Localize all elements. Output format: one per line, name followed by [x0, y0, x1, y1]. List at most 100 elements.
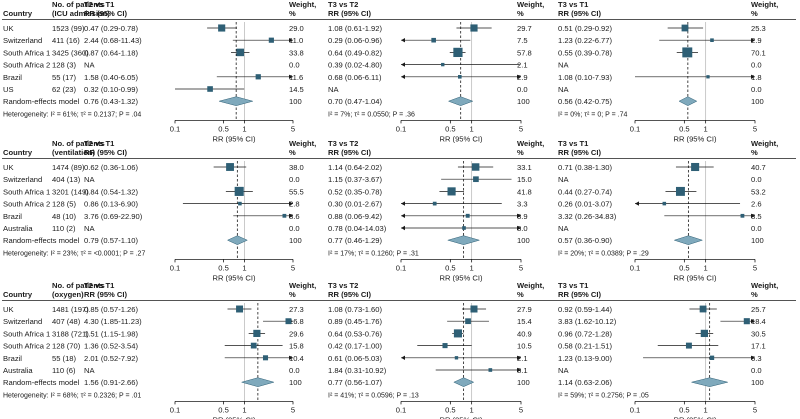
row-weight: 2.9 — [517, 73, 528, 82]
row-patients: 1523 (99) — [52, 24, 85, 33]
row-country: South Africa 2 — [3, 200, 50, 209]
row-rr-ci: 0.85 (0.57-1.26) — [84, 305, 139, 314]
ci-arrow-left — [401, 62, 405, 67]
x-tick-label: 1 — [242, 124, 246, 133]
row-weight: 2.1 — [517, 354, 528, 363]
row-weight: 0.0 — [289, 366, 300, 375]
x-tick-label: 5 — [291, 405, 295, 414]
heterogeneity-text: I² = 59%; τ² = 0.2756; P = .05 — [558, 392, 649, 399]
pooled-weight: 100 — [751, 97, 764, 106]
row-weight: 2.1 — [517, 61, 528, 70]
effect-square — [710, 38, 714, 43]
header-patients-sub: (ICU admission) — [52, 9, 110, 18]
row-rr-ci: 1.51 (1.15-1.98) — [84, 329, 139, 338]
effect-square — [709, 355, 715, 360]
heterogeneity-text: I² = 0%; τ² = 0; P = .74 — [558, 111, 627, 118]
row-patients: 110 (6) — [52, 366, 76, 375]
row-rr-ci: 0.84 (0.54-1.32) — [84, 187, 139, 196]
x-tick-label: 0.5 — [445, 263, 456, 272]
row-weight: 70.1 — [751, 48, 766, 57]
effect-square — [207, 86, 213, 92]
ci-arrow-right — [751, 319, 755, 324]
ci-arrow-right — [517, 367, 521, 373]
header-weight: Weight, — [517, 0, 544, 9]
row-weight: 3.9 — [517, 212, 528, 221]
x-axis-label: RR (95% CI) — [673, 134, 717, 143]
row-weight: 3.5 — [751, 212, 762, 221]
heterogeneity-text: I² = 41%; τ² = 0.0596; P = .13 — [328, 392, 419, 399]
header-patients: No. of patients — [52, 281, 105, 290]
header-weight-unit: % — [289, 9, 296, 18]
row-country: Brazil — [3, 212, 22, 221]
header-weight-unit: % — [751, 148, 758, 157]
row-rr-ci: NA — [84, 224, 95, 233]
header-t3t2-ci: RR (95% CI) — [328, 148, 372, 157]
header-t2t1-ci: RR (95% CI) — [84, 148, 128, 157]
effect-square — [262, 355, 269, 361]
row-country: South Africa 1 — [3, 329, 50, 338]
header-weight: Weight, — [751, 0, 778, 9]
x-tick-label: 0.5 — [679, 124, 690, 133]
row-patients: 3201 (149) — [52, 187, 89, 196]
row-rr-ci: NA — [558, 61, 569, 70]
ci-arrow-left — [635, 201, 639, 206]
row-weight: 0.0 — [289, 224, 300, 233]
header-weight-unit: % — [289, 290, 296, 299]
row-weight: 6.3 — [751, 354, 762, 363]
row-weight: 11.6 — [289, 73, 303, 82]
header-t3t2: T3 vs T2 — [328, 281, 358, 290]
header-t3t1: T3 vs T1 — [558, 0, 589, 9]
x-tick-label: 0.1 — [630, 263, 641, 272]
pooled-rr-ci: 0.77 (0.56-1.07) — [328, 378, 383, 387]
header-t3t1-ci: RR (95% CI) — [558, 290, 602, 299]
effect-square — [470, 24, 478, 32]
effect-square — [238, 201, 242, 206]
header-t3t1: T3 vs T1 — [558, 139, 589, 148]
row-country: Brazil — [3, 73, 22, 82]
row-weight: 27.9 — [517, 305, 532, 314]
row-country: South Africa 1 — [3, 48, 50, 57]
x-tick-label: 0.1 — [630, 124, 641, 133]
pooled-diamond — [453, 377, 475, 387]
row-rr-ci: 1.08 (0.73-1.60) — [328, 305, 383, 314]
header-t3t2-ci: RR (95% CI) — [328, 290, 372, 299]
header-weight-unit: % — [751, 9, 758, 18]
x-tick-label: 0.1 — [170, 124, 181, 133]
pooled-weight: 100 — [751, 236, 764, 245]
header-weight: Weight, — [289, 0, 316, 9]
effect-square — [253, 329, 261, 337]
row-weight: 25.7 — [751, 305, 766, 314]
row-rr-ci: 0.92 (0.59-1.44) — [558, 305, 613, 314]
header-country: Country — [3, 148, 33, 157]
row-weight: 40.9 — [517, 329, 532, 338]
pooled-diamond — [218, 96, 254, 106]
row-weight: 3.6 — [289, 212, 300, 221]
pooled-rr-ci: 0.57 (0.36-0.90) — [558, 236, 613, 245]
row-rr-ci: 0.42 (0.17-1.00) — [328, 342, 383, 351]
row-patients: 62 (23) — [52, 85, 77, 94]
x-tick-label: 0.5 — [679, 263, 690, 272]
row-rr-ci: 0.61 (0.06-5.03) — [328, 354, 383, 363]
row-patients: 3188 (721) — [52, 329, 89, 338]
heterogeneity-text: I² = 20%; τ² = 0.0389; P = .29 — [558, 250, 649, 257]
row-weight: 16.8 — [289, 317, 304, 326]
ci-arrow-right — [289, 38, 293, 43]
row-weight: 29.7 — [517, 24, 532, 33]
heterogeneity-text: I² = 17%; τ² = 0.1260; P = .31 — [328, 250, 419, 257]
row-rr-ci: 0.86 (0.13-6.90) — [84, 200, 139, 209]
pooled-label: Random-effects model — [3, 236, 80, 245]
row-rr-ci: NA — [84, 175, 95, 184]
effect-square — [442, 343, 448, 349]
row-country: Switzerland — [3, 36, 42, 45]
header-patients: No. of patients — [52, 139, 105, 148]
row-weight: 38.0 — [289, 163, 304, 172]
x-tick-label: 0.1 — [396, 263, 407, 272]
effect-square — [226, 163, 234, 171]
row-rr-ci: 0.32 (0.10-0.99) — [84, 85, 139, 94]
row-patients: 110 (2) — [52, 224, 76, 233]
ci-arrow-right — [517, 74, 521, 80]
x-axis-label: RR (95% CI) — [212, 273, 256, 282]
header-t3t2-ci: RR (95% CI) — [328, 9, 372, 18]
